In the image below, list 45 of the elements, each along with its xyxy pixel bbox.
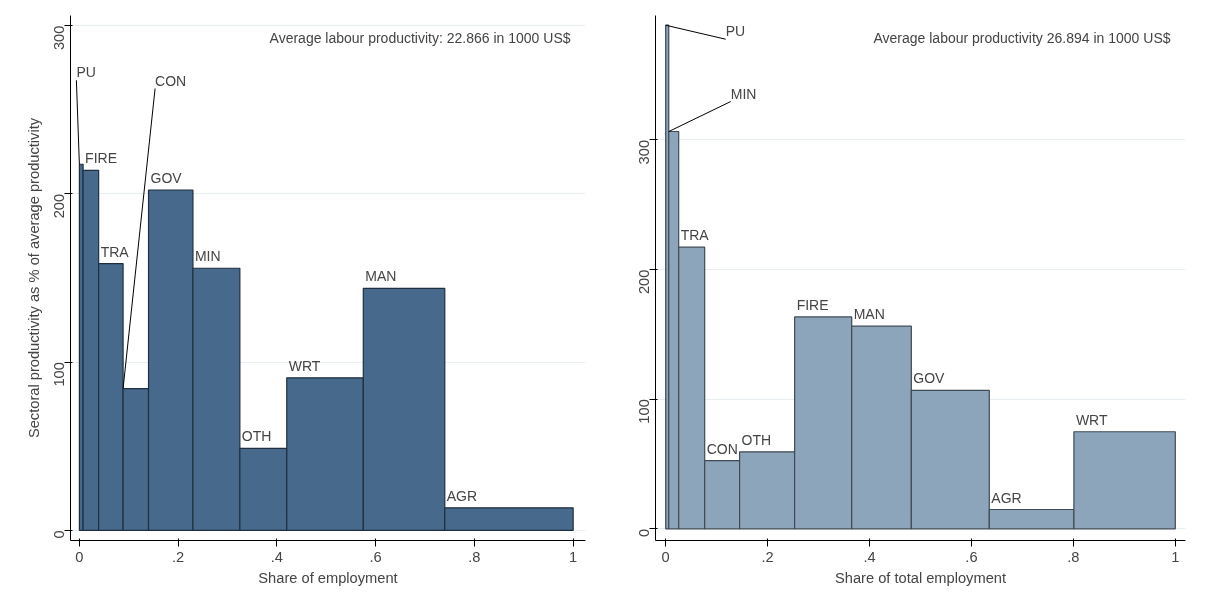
annotation: Average labour productivity 26.894 in 1000 US$	[873, 29, 1171, 46]
x-tick-label: 1	[1171, 548, 1180, 565]
x-tick-label: .2	[761, 548, 774, 565]
x-tick-label: .4	[863, 548, 876, 565]
x-axis-title: Share of total employment	[834, 569, 1007, 586]
x-tick-label: 0	[75, 548, 84, 565]
annotation: PU	[76, 64, 96, 81]
y-tick-label: 300	[51, 25, 68, 51]
x-tick-label: .8	[468, 548, 481, 565]
y-tick-label: 100	[636, 399, 653, 424]
annotation: TRA	[100, 243, 130, 260]
annotation: OTH	[241, 428, 272, 445]
annotation: GOV	[913, 370, 946, 387]
y-tick-label: 300	[636, 139, 653, 165]
annotation: CON	[706, 440, 738, 457]
annotation: MAN	[365, 268, 397, 285]
y-tick-label: 200	[636, 269, 653, 295]
annotation: Average labour productivity: 22.866 in 1000 US$	[269, 29, 571, 46]
x-tick-label: .8	[1067, 548, 1080, 565]
annotation: WRT	[1075, 411, 1108, 428]
annotation: AGR	[446, 487, 478, 504]
annotation: FIRE	[796, 296, 829, 313]
y-axis-title: Sectoral productivity as % of average productivity	[25, 117, 42, 439]
annotation: PU	[725, 23, 746, 40]
x-tick-label: .2	[172, 548, 185, 565]
annotation: FIRE	[85, 150, 117, 167]
x-tick-label: .4	[270, 548, 284, 565]
annotation: MIN	[194, 248, 221, 265]
x-tick-label: .6	[965, 548, 978, 565]
annotation: AGR	[991, 489, 1022, 506]
y-tick-label: 0	[51, 530, 68, 539]
annotation: OTH	[741, 431, 772, 448]
x-tick-label: .6	[369, 548, 382, 565]
annotation: GOV	[150, 170, 183, 186]
annotation: MIN	[730, 85, 757, 102]
x-tick-label: 0	[661, 548, 670, 565]
x-axis-title: Share of employment	[258, 569, 398, 586]
annotation: CON	[155, 72, 187, 89]
y-tick-label: 100	[51, 362, 68, 387]
y-tick-label: 0	[636, 528, 653, 537]
x-tick-label: 1	[569, 548, 578, 565]
annotation: TRA	[680, 227, 710, 244]
y-tick-label: 200	[51, 193, 68, 219]
annotation: WRT	[288, 357, 321, 374]
annotation: MAN	[853, 306, 885, 323]
